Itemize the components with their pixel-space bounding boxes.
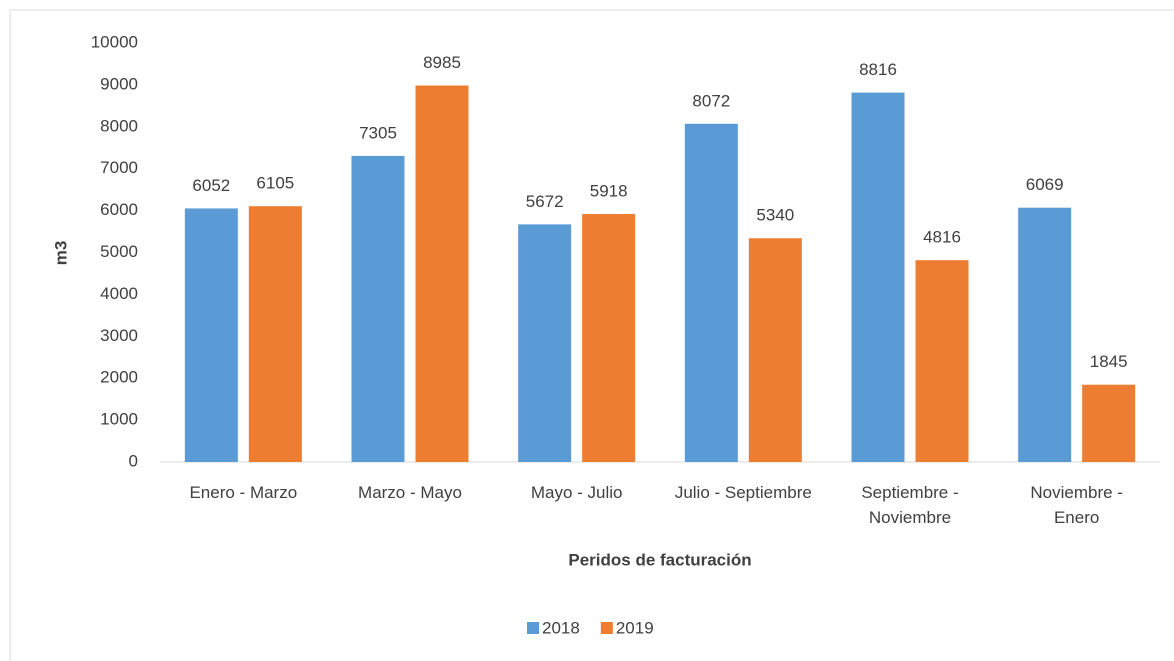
- data-label: 1845: [1090, 352, 1128, 371]
- data-label: 6105: [256, 174, 294, 193]
- bar: [684, 123, 738, 462]
- y-tick-label: 4000: [100, 284, 138, 303]
- legend-swatch: [527, 622, 539, 634]
- x-tick-label: Noviembre - Enero: [1030, 483, 1123, 527]
- bar: [518, 224, 572, 462]
- data-label: 8985: [423, 53, 461, 72]
- legend-label: 2019: [616, 618, 654, 637]
- legend-label: 2018: [542, 618, 580, 637]
- data-label: 5918: [590, 182, 628, 201]
- y-tick-label: 2000: [100, 368, 138, 387]
- x-tick-label: Marzo - Mayo: [358, 483, 462, 502]
- bar: [351, 155, 405, 462]
- x-tick-label: Mayo - Julio: [530, 483, 623, 502]
- data-label: 5672: [526, 192, 564, 211]
- legend-swatch: [600, 622, 613, 634]
- bar: [1082, 384, 1136, 462]
- y-tick-label: 1000: [100, 410, 138, 429]
- bar: [851, 92, 905, 463]
- bar: [582, 214, 636, 462]
- y-tick-label: 0: [129, 451, 138, 470]
- data-label: 7305: [359, 123, 397, 142]
- x-tick-label: Septiembre - Noviembre: [861, 483, 959, 527]
- x-tick-label: Julio - Septiembre: [674, 483, 812, 502]
- bar: [748, 238, 802, 462]
- y-tick-label: 8000: [100, 116, 138, 135]
- y-tick-label: 9000: [100, 74, 138, 93]
- data-label: 6069: [1026, 175, 1064, 194]
- x-tick-label: Enero - Marzo: [189, 483, 298, 502]
- data-label: 8072: [692, 91, 730, 110]
- chart-border: [9, 9, 1174, 661]
- y-tick-label: 6000: [100, 200, 138, 219]
- data-label: 6052: [192, 176, 230, 195]
- y-axis-title: m3: [51, 241, 70, 266]
- y-tick-label: 7000: [100, 158, 138, 177]
- y-tick-label: 3000: [100, 326, 138, 345]
- bar: [915, 260, 969, 462]
- y-tick-label: 5000: [100, 242, 138, 261]
- bar: [184, 208, 238, 462]
- y-tick-label: 10000: [91, 32, 138, 51]
- data-label: 8816: [859, 60, 897, 79]
- data-label: 4816: [923, 228, 961, 247]
- x-axis-title: Peridos de facturación: [568, 550, 751, 569]
- bar: [1018, 207, 1072, 462]
- bar: [415, 85, 469, 462]
- bar: [248, 206, 302, 462]
- data-label: 5340: [756, 206, 794, 225]
